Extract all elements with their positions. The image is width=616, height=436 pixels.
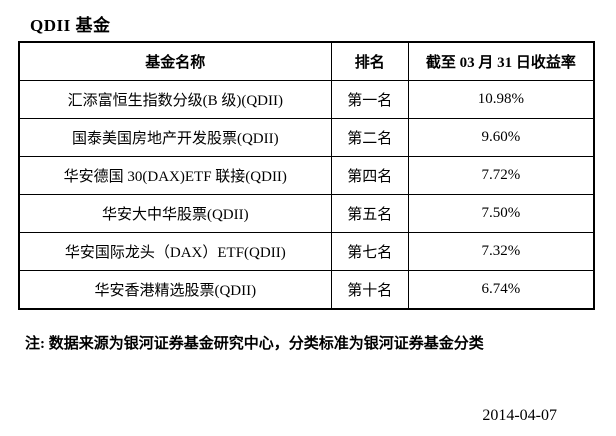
fund-name-cell: 华安香港精选股票(QDII) (18, 270, 332, 310)
fund-name-cell: 汇添富恒生指数分级(B 级)(QDII) (18, 80, 332, 119)
return-cell: 7.72% (407, 156, 595, 195)
fund-name-cell: 华安德国 30(DAX)ETF 联接(QDII) (18, 156, 332, 195)
return-cell: 9.60% (407, 118, 595, 157)
header-return: 截至 03 月 31 日收益率 (407, 41, 595, 81)
rank-cell: 第七名 (330, 232, 409, 271)
report-date: 2014-04-07 (482, 407, 557, 424)
return-cell: 7.50% (407, 194, 595, 233)
fund-ranking-table: 基金名称 排名 截至 03 月 31 日收益率 汇添富恒生指数分级(B 级)(Q… (18, 41, 595, 310)
return-cell: 6.74% (407, 270, 595, 310)
table-row: 华安香港精选股票(QDII) 第十名 6.74% (18, 270, 595, 310)
rank-cell: 第二名 (330, 118, 409, 157)
page-title: QDII 基金 (30, 16, 111, 35)
rank-cell: 第一名 (330, 80, 409, 119)
table-row: 国泰美国房地产开发股票(QDII) 第二名 9.60% (18, 118, 595, 157)
fund-name-cell: 国泰美国房地产开发股票(QDII) (18, 118, 332, 157)
return-cell: 10.98% (407, 80, 595, 119)
fund-name-cell: 华安大中华股票(QDII) (18, 194, 332, 233)
header-rank: 排名 (330, 41, 409, 81)
table-row: 华安大中华股票(QDII) 第五名 7.50% (18, 194, 595, 233)
return-cell: 7.32% (407, 232, 595, 271)
fund-name-cell: 华安国际龙头（DAX）ETF(QDII) (18, 232, 332, 271)
header-fund-name: 基金名称 (18, 41, 332, 81)
source-note: 注: 数据来源为银河证券基金研究中心，分类标准为银河证券基金分类 (25, 336, 484, 352)
rank-cell: 第十名 (330, 270, 409, 310)
rank-cell: 第五名 (330, 194, 409, 233)
table-header-row: 基金名称 排名 截至 03 月 31 日收益率 (18, 41, 595, 81)
table-row: 华安德国 30(DAX)ETF 联接(QDII) 第四名 7.72% (18, 156, 595, 195)
table-row: 华安国际龙头（DAX）ETF(QDII) 第七名 7.32% (18, 232, 595, 271)
table-row: 汇添富恒生指数分级(B 级)(QDII) 第一名 10.98% (18, 80, 595, 119)
rank-cell: 第四名 (330, 156, 409, 195)
